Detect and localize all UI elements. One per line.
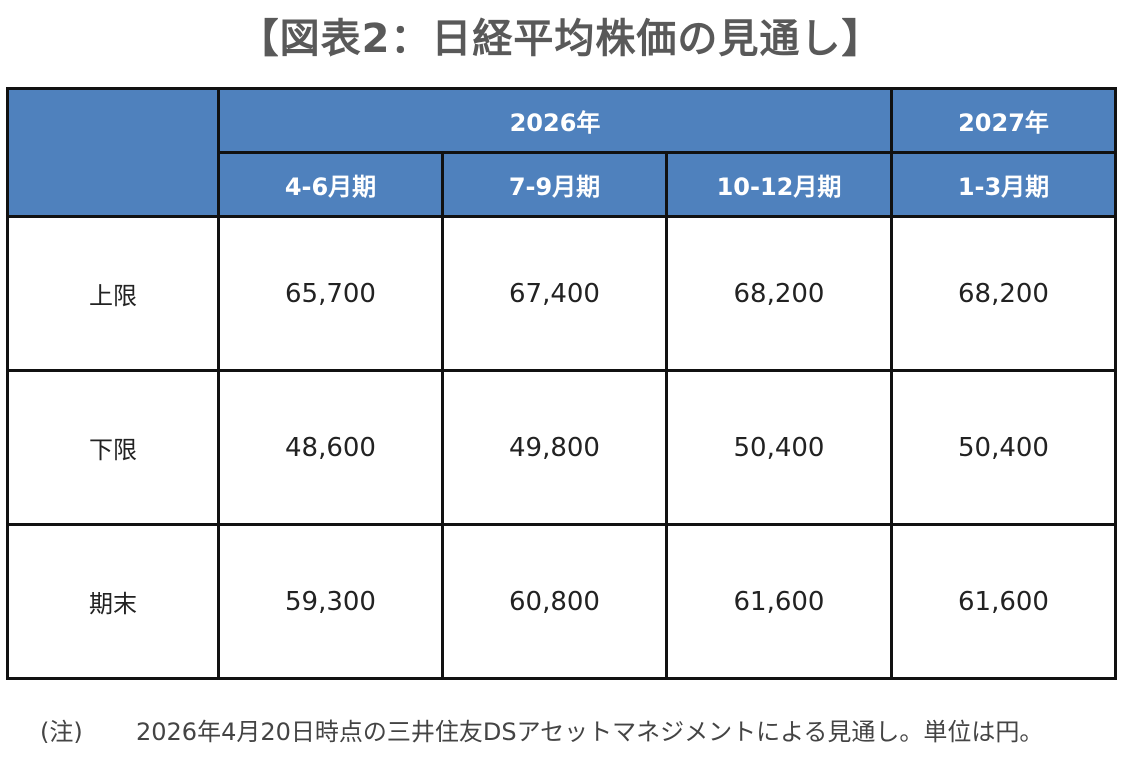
row-label-upper: 上限 (6, 215, 220, 372)
chart-title: 【図表2：日経平均株価の見通し】 (238, 16, 883, 62)
value-cell: 65,700 (217, 215, 444, 372)
footnote: (注) 2026年4月20日時点の三井住友DSアセットマネジメントによる見通し。単… (40, 712, 1043, 747)
row-label-lower: 下限 (6, 369, 220, 526)
year-header-2027: 2027年 (890, 87, 1117, 154)
value-cell: 67,400 (441, 215, 668, 372)
corner-header-cell (6, 87, 220, 218)
value-cell: 48,600 (217, 369, 444, 526)
column-header: 7-9月期 (441, 151, 668, 218)
year-header-2026: 2026年 (217, 87, 893, 154)
column-header: 1-3月期 (890, 151, 1117, 218)
value-cell: 61,600 (665, 523, 893, 680)
footnote-tag: (注) (40, 718, 83, 746)
forecast-table: 2026年 2027年 4-6月期 7-9月期 10-12月期 1-3月期 上限… (6, 87, 1117, 680)
year-header-row: 2026年 2027年 (6, 87, 1117, 218)
value-cell: 59,300 (217, 523, 444, 680)
row-label-end: 期末 (6, 523, 220, 680)
quarter-header-row: 4-6月期 7-9月期 10-12月期 1-3月期 (8, 151, 1117, 218)
value-cell: 60,800 (441, 523, 668, 680)
footnote-text: 2026年4月20日時点の三井住友DSアセットマネジメントによる見通し。単位は円… (136, 718, 1044, 746)
value-cell: 61,600 (890, 523, 1117, 680)
value-cell: 50,400 (890, 369, 1117, 526)
column-header: 4-6月期 (217, 151, 444, 218)
table-row-lower: 下限 48,600 49,800 50,400 50,400 (6, 369, 1117, 526)
value-cell: 68,200 (890, 215, 1117, 372)
value-cell: 50,400 (665, 369, 893, 526)
value-cell: 49,800 (441, 369, 668, 526)
table-row-end: 期末 59,300 60,800 61,600 61,600 (6, 523, 1117, 680)
column-header: 10-12月期 (665, 151, 893, 218)
table-row-upper: 上限 65,700 67,400 68,200 68,200 (6, 215, 1117, 372)
value-cell: 68,200 (665, 215, 893, 372)
